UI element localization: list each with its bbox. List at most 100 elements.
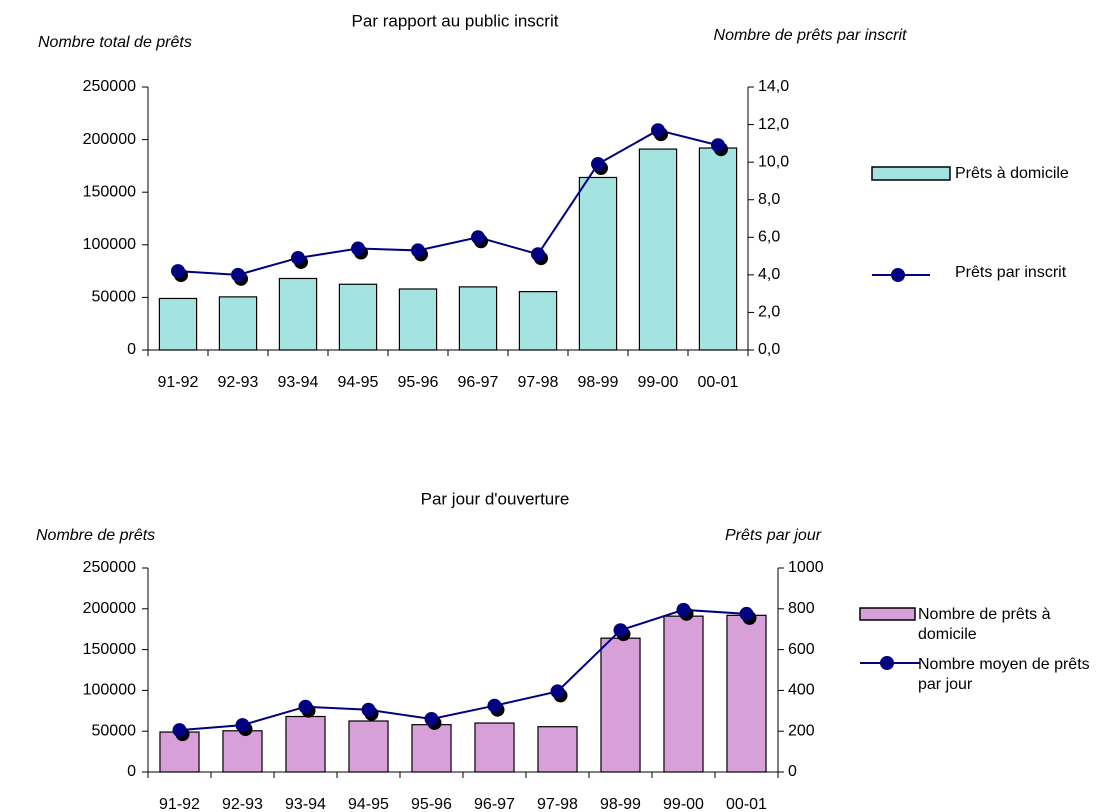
x-tick-label: 91-92	[158, 374, 199, 391]
bar	[398, 288, 438, 351]
marker	[739, 606, 754, 621]
x-tick-label: 95-96	[411, 796, 452, 812]
marker	[711, 138, 725, 153]
legend-label: Prêts par inscrit	[955, 264, 1067, 281]
bar	[474, 722, 515, 773]
bar	[158, 297, 198, 351]
bar	[348, 720, 389, 773]
legend-marker	[891, 268, 905, 282]
y-tick-label: 250000	[83, 78, 136, 95]
x-tick-label: 92-93	[222, 796, 263, 812]
x-tick-label: 97-98	[518, 374, 559, 391]
x-tick-label: 99-00	[663, 796, 704, 812]
bar	[218, 296, 258, 351]
marker	[651, 123, 665, 138]
bar	[222, 730, 263, 773]
y-tick-label: 50000	[92, 289, 137, 306]
x-tick-label: 93-94	[278, 374, 319, 391]
y2-tick-label: 200	[788, 722, 815, 739]
marker	[291, 250, 305, 265]
y2-tick-label: 0	[788, 763, 797, 780]
y-tick-label: 150000	[83, 183, 136, 200]
chart-title: Par rapport au public inscrit	[352, 11, 559, 30]
bar	[600, 637, 641, 773]
marker	[231, 267, 245, 282]
y2-tick-label: 4,0	[758, 266, 780, 283]
bar	[578, 176, 618, 351]
x-tick-label: 96-97	[458, 374, 499, 391]
line	[179, 608, 747, 732]
marker	[471, 230, 485, 245]
y-tick-label: 100000	[83, 682, 136, 699]
bar	[458, 286, 498, 351]
x-tick-label: 99-00	[638, 374, 679, 391]
y2-tick-label: 8,0	[758, 191, 780, 208]
y-tick-label: 250000	[83, 559, 136, 576]
y-tick-label: 100000	[83, 236, 136, 253]
x-tick-label: 96-97	[474, 796, 515, 812]
legend-label: Nombre de prêts à domicile	[918, 606, 1051, 643]
bar	[285, 715, 326, 773]
y2-tick-label: 800	[788, 600, 815, 617]
bar	[726, 614, 767, 773]
x-tick-label: 97-98	[537, 796, 578, 812]
marker	[411, 243, 425, 258]
marker	[171, 264, 185, 279]
y2-tick-label: 14,0	[758, 78, 789, 95]
y2-tick-label: 2,0	[758, 304, 780, 321]
marker	[613, 623, 628, 638]
x-tick-label: 91-92	[159, 796, 200, 812]
y2-axis-label: Prêts par jour	[725, 527, 822, 544]
marker	[550, 684, 565, 699]
y-tick-label: 0	[127, 341, 136, 358]
x-tick-label: 98-99	[600, 796, 641, 812]
marker	[487, 698, 502, 713]
x-tick-label: 93-94	[285, 796, 326, 812]
y2-tick-label: 1000	[788, 559, 824, 576]
y-axis-label: Nombre de prêts	[36, 527, 156, 544]
y2-axis-label: Nombre de prêts par inscrit	[713, 27, 907, 44]
y-tick-label: 200000	[83, 600, 136, 617]
marker	[676, 602, 691, 617]
bar	[338, 283, 378, 351]
legend-label: Nombre moyen de prêts par jour	[918, 656, 1090, 693]
bar	[698, 147, 738, 351]
bar	[278, 277, 318, 351]
legend-label: Prêts à domicile	[955, 165, 1069, 182]
legend-swatch	[859, 607, 916, 621]
marker	[235, 718, 250, 733]
y2-tick-label: 12,0	[758, 116, 789, 133]
x-tick-label: 00-01	[726, 796, 767, 812]
bar	[537, 726, 578, 773]
x-tick-label: 98-99	[578, 374, 619, 391]
chart-title: Par jour d'ouverture	[421, 489, 570, 508]
marker	[424, 711, 439, 726]
y-axis-label: Nombre total de prêts	[38, 34, 192, 51]
y-tick-label: 50000	[92, 722, 137, 739]
marker	[172, 723, 187, 738]
marker	[298, 699, 313, 714]
x-tick-label: 94-95	[338, 374, 379, 391]
y2-tick-label: 10,0	[758, 153, 789, 170]
y2-tick-label: 400	[788, 682, 815, 699]
y2-tick-label: 0,0	[758, 341, 780, 358]
bar	[638, 148, 678, 351]
legend-swatch	[871, 166, 951, 181]
x-tick-label: 92-93	[218, 374, 259, 391]
y2-tick-label: 6,0	[758, 229, 780, 246]
marker	[361, 702, 376, 717]
y-tick-label: 0	[127, 763, 136, 780]
line	[177, 129, 719, 276]
marker	[531, 247, 545, 262]
bar	[518, 291, 558, 351]
marker	[591, 157, 605, 172]
x-tick-label: 94-95	[348, 796, 389, 812]
x-tick-label: 00-01	[698, 374, 739, 391]
legend-marker	[880, 656, 894, 670]
marker	[351, 241, 365, 256]
y-tick-label: 150000	[83, 641, 136, 658]
bar	[411, 724, 452, 773]
y-tick-label: 200000	[83, 131, 136, 148]
